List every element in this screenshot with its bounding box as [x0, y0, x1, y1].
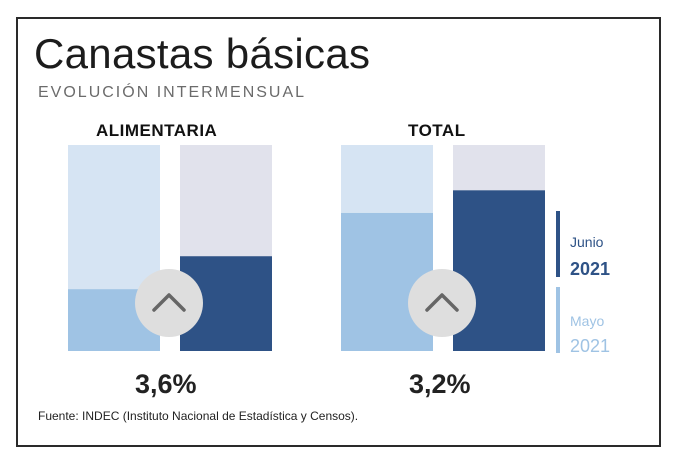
source-note: Fuente: INDEC (Instituto Nacional de Est… — [38, 409, 359, 423]
group-label-total: TOTAL — [408, 121, 466, 140]
change-label-total: 3,2% — [409, 369, 471, 399]
legend-year-mayo: 2021 — [570, 336, 611, 356]
legend-swatch-mayo — [556, 287, 560, 353]
change-label-alimentaria: 3,6% — [135, 369, 197, 399]
legend-month-junio: Junio — [570, 234, 604, 250]
chart-title: Canastas básicas — [34, 30, 371, 77]
legend-month-mayo: Mayo — [570, 313, 605, 329]
chevron-up-icon — [135, 269, 203, 337]
legend-swatch-junio — [556, 211, 560, 277]
chart-subtitle: EVOLUCIÓN INTERMENSUAL — [38, 84, 307, 101]
group-label-alimentaria: ALIMENTARIA — [96, 121, 218, 140]
legend-year-junio: 2021 — [570, 259, 611, 279]
chevron-up-icon — [408, 269, 476, 337]
